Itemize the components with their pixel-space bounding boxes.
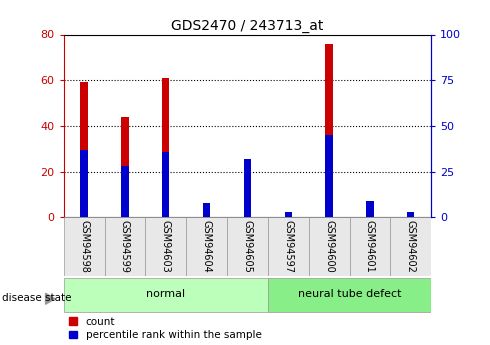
Text: neural tube defect: neural tube defect xyxy=(298,289,401,299)
Bar xyxy=(244,160,251,217)
FancyBboxPatch shape xyxy=(64,217,104,276)
Bar xyxy=(80,82,88,217)
Bar xyxy=(285,213,292,217)
Text: GSM94597: GSM94597 xyxy=(283,220,294,273)
FancyBboxPatch shape xyxy=(227,217,268,276)
Bar xyxy=(203,203,210,217)
Text: GSM94604: GSM94604 xyxy=(201,220,212,273)
Text: GSM94605: GSM94605 xyxy=(243,220,252,273)
Bar xyxy=(162,151,170,217)
Bar xyxy=(407,212,415,217)
Text: GSM94603: GSM94603 xyxy=(161,220,171,273)
Bar xyxy=(325,43,333,217)
FancyBboxPatch shape xyxy=(268,217,309,276)
FancyBboxPatch shape xyxy=(146,217,186,276)
Title: GDS2470 / 243713_at: GDS2470 / 243713_at xyxy=(172,19,323,33)
FancyBboxPatch shape xyxy=(349,217,391,276)
FancyBboxPatch shape xyxy=(309,217,349,276)
FancyBboxPatch shape xyxy=(104,217,146,276)
Bar xyxy=(366,201,373,217)
FancyBboxPatch shape xyxy=(268,278,431,312)
Bar xyxy=(203,215,210,217)
Bar xyxy=(407,213,415,217)
Text: normal: normal xyxy=(146,289,185,299)
Legend: count, percentile rank within the sample: count, percentile rank within the sample xyxy=(69,317,262,340)
Bar xyxy=(121,117,128,217)
Bar xyxy=(285,212,292,217)
Text: disease state: disease state xyxy=(2,294,72,303)
Text: GSM94599: GSM94599 xyxy=(120,220,130,273)
Bar xyxy=(244,159,251,217)
Bar xyxy=(325,135,333,217)
Bar xyxy=(366,204,373,217)
FancyBboxPatch shape xyxy=(64,278,268,312)
Bar xyxy=(80,150,88,217)
Text: GSM94602: GSM94602 xyxy=(406,220,416,273)
Text: GSM94598: GSM94598 xyxy=(79,220,89,273)
Text: GSM94601: GSM94601 xyxy=(365,220,375,273)
Text: GSM94600: GSM94600 xyxy=(324,220,334,273)
Bar xyxy=(162,78,170,217)
FancyBboxPatch shape xyxy=(391,217,431,276)
Bar xyxy=(121,166,128,217)
FancyBboxPatch shape xyxy=(186,217,227,276)
